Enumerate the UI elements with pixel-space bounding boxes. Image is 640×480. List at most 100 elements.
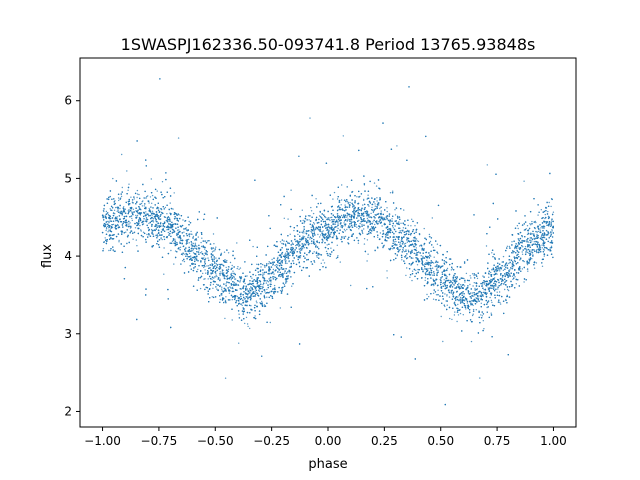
data-point [395, 240, 397, 243]
data-point [213, 277, 215, 279]
data-point [536, 251, 538, 254]
data-point [396, 254, 398, 257]
data-point [232, 275, 235, 278]
data-point [467, 292, 469, 294]
data-point [346, 228, 348, 231]
data-point [233, 281, 235, 284]
data-point [372, 226, 375, 228]
data-point [458, 295, 460, 297]
data-point [118, 199, 120, 202]
data-point [342, 135, 344, 137]
data-point [128, 209, 130, 211]
data-point [534, 238, 536, 241]
data-point [535, 221, 537, 224]
data-point [325, 216, 327, 219]
data-point [298, 248, 300, 250]
data-point [529, 249, 531, 251]
data-point [471, 273, 474, 275]
data-point [426, 259, 428, 261]
data-point [190, 233, 192, 235]
data-point [178, 229, 180, 231]
data-point [481, 315, 483, 317]
data-point [530, 232, 532, 234]
data-point [533, 241, 535, 243]
data-point [544, 213, 546, 216]
data-point [457, 314, 460, 316]
data-point [402, 248, 404, 251]
data-point [337, 255, 339, 257]
data-point [429, 236, 431, 238]
data-point [150, 206, 152, 209]
data-point [262, 272, 264, 274]
data-point [509, 269, 511, 271]
data-point [380, 210, 382, 212]
data-point [284, 262, 287, 265]
data-point [107, 231, 109, 233]
data-point [541, 244, 543, 246]
data-point [136, 245, 138, 247]
data-point [219, 298, 221, 301]
data-point [126, 170, 128, 172]
data-point [531, 233, 533, 235]
data-point [543, 249, 545, 251]
data-point [279, 290, 282, 292]
data-point [405, 249, 407, 251]
data-point [344, 225, 346, 227]
data-point [431, 267, 434, 269]
data-point [386, 207, 388, 209]
data-point [205, 253, 207, 255]
data-point [451, 268, 453, 270]
data-point [212, 233, 215, 235]
data-point [130, 196, 132, 198]
data-point [303, 222, 305, 224]
data-point [466, 302, 469, 304]
data-point [367, 253, 369, 255]
data-point [108, 249, 110, 252]
data-point [450, 269, 453, 271]
data-point [230, 279, 232, 281]
data-point [166, 213, 168, 215]
data-point [109, 249, 112, 252]
data-point [355, 223, 357, 226]
data-point [266, 296, 268, 298]
data-point [315, 244, 317, 246]
data-point [247, 292, 249, 295]
data-point [428, 233, 431, 236]
data-point [181, 260, 184, 262]
data-point [239, 267, 242, 269]
data-point [391, 218, 393, 220]
data-point [436, 243, 439, 245]
data-point [285, 280, 287, 282]
data-point [486, 306, 488, 309]
data-point [227, 268, 230, 271]
data-point [506, 294, 508, 296]
data-point [404, 242, 407, 245]
data-point [448, 296, 451, 298]
data-point [402, 241, 404, 244]
data-point [310, 242, 312, 245]
data-point [250, 286, 252, 288]
data-point [241, 304, 243, 307]
data-point [108, 229, 110, 231]
data-point [331, 216, 333, 218]
data-point [499, 268, 501, 270]
data-point [417, 240, 420, 243]
data-point [221, 294, 223, 296]
data-point [473, 295, 475, 297]
data-point [234, 278, 236, 280]
data-point [148, 207, 150, 210]
data-point [261, 288, 263, 290]
data-point [511, 241, 513, 243]
data-point [358, 219, 360, 222]
data-point [127, 210, 129, 212]
data-point [493, 285, 496, 287]
data-point [270, 281, 272, 283]
data-point [392, 238, 395, 241]
data-point [343, 222, 345, 224]
data-point [211, 296, 213, 298]
data-point [102, 209, 105, 212]
data-point [207, 271, 210, 273]
data-point [536, 233, 538, 236]
data-point [286, 262, 288, 265]
